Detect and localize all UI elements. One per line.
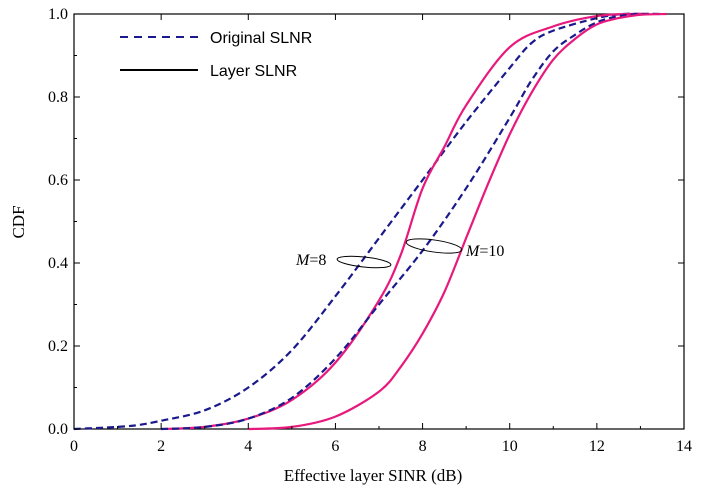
annotation-m8-variable: M [295, 252, 311, 269]
x-tick-label-1: 2 [157, 438, 165, 455]
annotation-m10-variable: M [465, 243, 481, 260]
y-axis-title: CDF [9, 205, 28, 238]
y-tick-label-0: 0.0 [48, 421, 68, 438]
y-tick-label-3: 0.6 [48, 172, 68, 189]
x-tick-label-5: 10 [502, 438, 518, 455]
series-layer [73, 12, 667, 431]
axes-layer: 0 2 4 6 8 10 12 14 0.0 0.2 0.4 0.6 0.8 1.0 [48, 6, 692, 455]
x-tick-label-7: 14 [676, 438, 692, 455]
x-tick-label-4: 8 [419, 438, 427, 455]
series-line-m10-dashed [161, 12, 663, 431]
y-tick-label-5: 1.0 [48, 6, 68, 23]
series-line-m8-dashed [73, 12, 641, 431]
legend-label-original-slnr: Original SLNR [210, 30, 312, 47]
plot-area [73, 13, 685, 430]
annotations: M=8 M=10 [295, 238, 504, 269]
x-tick-label-0: 0 [70, 438, 78, 455]
x-axis-title: Effective layer SINR (dB) [284, 466, 463, 485]
x-tick-label-6: 12 [589, 438, 605, 455]
legend: Original SLNR Layer SLNR [120, 30, 312, 80]
x-tick-label-2: 4 [244, 438, 252, 455]
y-tick-label-2: 0.4 [48, 255, 68, 272]
annotation-m10-value: =10 [479, 243, 504, 260]
y-tick-label-4: 0.8 [48, 89, 68, 106]
group-ellipse-m10 [405, 238, 463, 254]
group-ellipse-m8 [336, 255, 392, 269]
series-line-m10-solid [248, 12, 667, 431]
x-tick-label-3: 6 [331, 438, 339, 455]
annotation-m8: M=8 [295, 252, 326, 269]
y-tick-label-1: 0.2 [48, 338, 68, 355]
annotation-m10: M=10 [465, 243, 504, 260]
plot-frame [73, 13, 685, 430]
legend-label-layer-slnr: Layer SLNR [210, 63, 297, 80]
annotation-m8-value: =8 [309, 252, 326, 269]
